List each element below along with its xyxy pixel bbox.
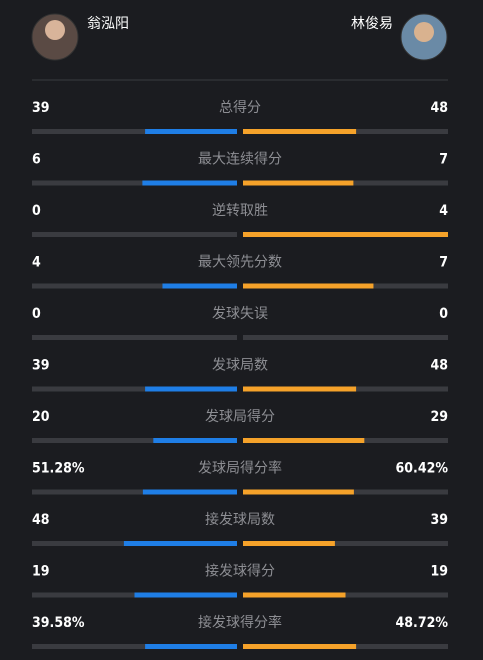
stat-label: 最大连续得分 [198, 151, 282, 168]
stat-label: 逆转取胜 [212, 203, 268, 219]
right-bar [243, 283, 374, 289]
left-bar [162, 283, 237, 289]
stat-label: 发球局数 [212, 358, 268, 374]
left-track [32, 180, 237, 186]
right-bar [243, 129, 357, 134]
left-track [32, 129, 237, 134]
right-value: 48 [430, 100, 448, 116]
right-value: 48 [430, 358, 448, 374]
left-track [32, 283, 237, 289]
left-bar [142, 180, 237, 186]
left-value: 39 [32, 358, 50, 374]
stat-label: 接发球得分率 [198, 614, 282, 631]
left-value: 51.28% [32, 461, 85, 477]
left-avatar-face [45, 20, 65, 40]
left-value: 48 [32, 512, 50, 528]
left-value: 6 [32, 152, 41, 168]
left-value: 20 [32, 409, 50, 425]
left-bar [153, 438, 237, 443]
stat-label: 发球失误 [212, 306, 268, 322]
left-value: 39.58% [32, 615, 85, 631]
left-track [32, 438, 237, 443]
left-track [32, 489, 237, 495]
left-value: 19 [32, 564, 50, 580]
stat-label: 发球局得分率 [198, 460, 282, 477]
right-bar [243, 541, 335, 546]
left-player-name: 翁泓阳 [87, 16, 129, 32]
right-bar [243, 438, 365, 443]
right-value: 19 [430, 564, 448, 580]
left-bar [145, 644, 237, 649]
left-bar [142, 489, 237, 495]
right-bar [243, 232, 448, 237]
right-value: 60.42% [396, 461, 449, 477]
right-track [243, 541, 448, 546]
right-value: 7 [439, 255, 448, 271]
right-bar [243, 180, 354, 186]
left-bar [134, 592, 237, 598]
stat-label: 发球局得分 [205, 408, 275, 425]
left-track [32, 232, 237, 237]
right-bar [243, 489, 354, 495]
right-bar [243, 644, 357, 649]
right-value: 7 [439, 152, 448, 168]
right-bar [243, 386, 357, 392]
left-track [32, 335, 237, 340]
left-track [32, 386, 237, 392]
right-value: 29 [430, 409, 448, 425]
left-value: 39 [32, 100, 50, 116]
left-value: 4 [32, 255, 41, 271]
stat-label: 接发球局数 [205, 511, 275, 528]
right-value: 0 [439, 306, 448, 322]
right-value: 48.72% [396, 615, 449, 631]
stat-label: 总得分 [219, 99, 261, 116]
left-bar [123, 541, 237, 546]
left-bar [145, 129, 237, 134]
right-avatar-face [414, 22, 434, 42]
stat-label: 最大领先分数 [198, 255, 282, 271]
left-track [32, 644, 237, 649]
left-value: 0 [32, 203, 41, 219]
right-value: 39 [430, 512, 448, 528]
right-bar [243, 592, 346, 598]
left-bar [145, 386, 237, 392]
right-track [243, 335, 448, 340]
left-value: 0 [32, 306, 41, 322]
right-player-name: 林俊易 [351, 16, 393, 32]
stat-label: 接发球得分 [205, 563, 275, 580]
right-value: 4 [439, 203, 448, 219]
